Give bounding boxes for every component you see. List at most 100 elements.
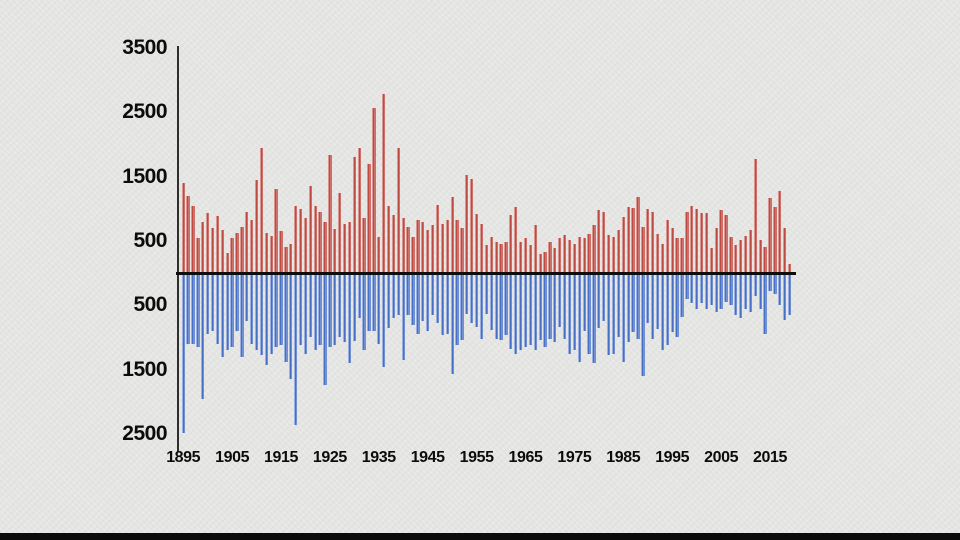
- bar-up-1952: [460, 228, 464, 274]
- bar-down-1936: [382, 273, 386, 367]
- bar-down-2014: [763, 273, 767, 334]
- bar-up-1982: [606, 235, 611, 274]
- bar-up-1928: [342, 223, 347, 274]
- bar-down-1934: [372, 273, 376, 332]
- bar-up-1984: [616, 230, 621, 274]
- bar-up-1900: [206, 213, 210, 274]
- bar-up-2003: [709, 248, 713, 274]
- bar-down-2008: [734, 273, 738, 316]
- bar-down-1973: [562, 273, 567, 339]
- bar-down-2000: [695, 273, 699, 309]
- bar-down-1939: [396, 273, 400, 316]
- bar-up-1950: [450, 196, 454, 274]
- bar-down-2009: [739, 273, 743, 319]
- bar-down-1931: [357, 273, 361, 319]
- bar-down-1913: [269, 273, 273, 354]
- bar-up-1965: [523, 238, 528, 274]
- bar-up-1994: [665, 220, 669, 274]
- bar-down-1955: [474, 273, 479, 327]
- bar-up-1960: [499, 243, 503, 274]
- bar-down-1958: [489, 273, 493, 331]
- bar-down-2002: [704, 273, 709, 309]
- bar-up-1921: [308, 186, 312, 274]
- bar-up-1976: [577, 236, 581, 274]
- bar-up-1903: [220, 230, 224, 274]
- y-tick-label-2500-below: 2500: [122, 422, 167, 446]
- bar-down-1967: [533, 273, 537, 351]
- bar-down-1981: [602, 273, 606, 322]
- bar-down-1968: [538, 273, 542, 341]
- bar-down-1930: [352, 273, 356, 341]
- bar-down-1982: [606, 273, 611, 356]
- bar-down-2012: [753, 273, 757, 296]
- bar-down-2001: [699, 273, 704, 304]
- bar-down-2005: [719, 273, 723, 309]
- bar-up-1955: [474, 213, 479, 274]
- bar-down-1953: [465, 273, 469, 314]
- bar-up-1895: [181, 183, 185, 274]
- bar-up-1945: [426, 230, 430, 274]
- bar-up-2009: [739, 240, 743, 274]
- bar-down-2003: [709, 273, 713, 306]
- bar-down-2010: [743, 273, 748, 309]
- bar-up-2005: [719, 210, 723, 274]
- bar-up-1915: [279, 230, 283, 274]
- x-tick-label-1935: 1935: [361, 449, 396, 466]
- bar-down-1966: [528, 273, 533, 346]
- bar-down-1920: [303, 273, 308, 354]
- bar-up-1973: [562, 235, 567, 274]
- bar-up-1897: [191, 205, 195, 274]
- bar-up-2017: [778, 190, 782, 274]
- bar-up-2018: [783, 228, 787, 274]
- x-tick-label-1905: 1905: [215, 449, 250, 466]
- bar-up-1967: [533, 225, 537, 274]
- bar-up-1905: [230, 238, 234, 274]
- bar-down-1961: [504, 273, 508, 335]
- x-tick-label-1965: 1965: [508, 449, 543, 466]
- bar-up-1908: [245, 212, 249, 274]
- bar-down-2018: [783, 273, 787, 321]
- bar-up-1914: [274, 189, 278, 274]
- bar-up-1922: [313, 205, 317, 274]
- bar-up-1898: [196, 237, 200, 274]
- bar-down-1950: [450, 273, 454, 374]
- bar-up-2015: [768, 198, 772, 274]
- bar-up-1995: [670, 228, 674, 274]
- bar-down-1919: [298, 273, 303, 346]
- bar-up-1930: [352, 156, 356, 274]
- bar-up-1924: [323, 221, 327, 274]
- bar-up-2010: [743, 236, 748, 274]
- bar-up-1911: [259, 147, 264, 274]
- bar-up-1932: [362, 218, 366, 274]
- bar-down-1900: [206, 273, 210, 335]
- bar-up-1936: [382, 94, 386, 274]
- bar-up-1993: [660, 244, 665, 274]
- bar-down-1933: [367, 273, 371, 332]
- y-tick-label-1500-below: 1500: [122, 357, 167, 381]
- bar-down-1979: [592, 273, 596, 364]
- bar-down-1943: [416, 273, 420, 335]
- bar-down-1915: [279, 273, 283, 346]
- bar-up-1966: [528, 245, 533, 274]
- bar-down-1922: [313, 273, 317, 351]
- bar-down-2011: [748, 273, 753, 312]
- x-tick-label-1995: 1995: [655, 449, 690, 466]
- bar-up-1910: [254, 179, 259, 274]
- bar-up-2011: [748, 230, 753, 274]
- bar-down-1906: [235, 273, 239, 332]
- bar-up-1986: [626, 206, 630, 274]
- bar-down-1984: [616, 273, 621, 337]
- bar-up-1923: [318, 212, 322, 274]
- bar-down-1990: [646, 273, 650, 324]
- bar-down-2004: [714, 273, 718, 312]
- bar-up-2019: [787, 263, 792, 274]
- bar-up-1912: [264, 233, 268, 274]
- bar-down-1962: [509, 273, 513, 349]
- bar-up-1940: [401, 218, 405, 274]
- bar-down-1916: [284, 273, 288, 363]
- bar-down-1902: [215, 273, 220, 345]
- bar-up-1901: [210, 228, 215, 274]
- bar-up-1917: [289, 243, 293, 274]
- bar-up-1970: [548, 241, 552, 274]
- bar-up-1946: [430, 225, 435, 274]
